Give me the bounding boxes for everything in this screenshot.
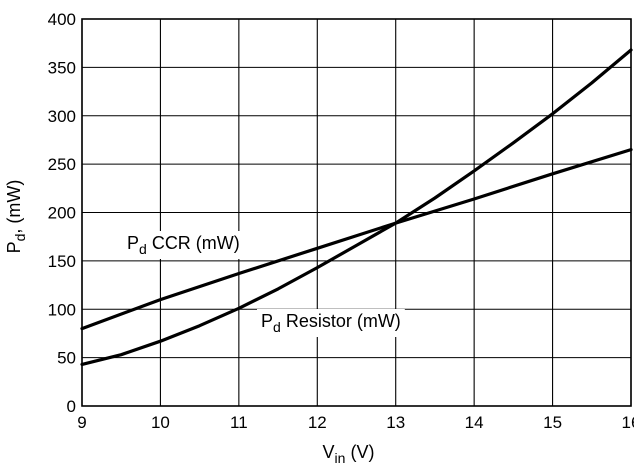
series-line-ccr (80, 148, 633, 331)
x-axis-label-rest: (V) (345, 442, 374, 462)
y-tick-label: 300 (48, 107, 76, 126)
y-tick-labels: 0 50 100 150 200 250 300 350 400 (48, 10, 76, 416)
x-tick-label: 13 (386, 413, 405, 432)
x-axis-label: Vin (V) (323, 442, 375, 466)
x-tick-label: 16 (622, 413, 634, 432)
series-layer (80, 48, 633, 366)
x-axis-label-sub: in (335, 450, 346, 466)
series-label-ccr-group: Pd CCR (mW) (123, 231, 244, 259)
x-tick-label: 14 (465, 413, 484, 432)
series-label-resistor-sub: d (273, 319, 281, 335)
y-tick-label: 0 (67, 397, 76, 416)
series-label-ccr-sub: d (139, 241, 147, 257)
x-tick-labels: 9 10 11 12 13 14 15 16 (77, 413, 634, 432)
x-tick-label: 12 (308, 413, 327, 432)
series-label-resistor-rest: Resistor (mW) (281, 311, 401, 331)
y-axis-label-main: P (4, 241, 24, 253)
y-axis-label-sub: d (12, 234, 28, 242)
y-tick-label: 50 (57, 349, 76, 368)
series-label-resistor-main: P (261, 311, 273, 331)
series-label-ccr-rest: CCR (mW) (147, 233, 240, 253)
y-tick-label: 400 (48, 10, 76, 29)
series-label-resistor-background (257, 309, 405, 337)
y-tick-label: 150 (48, 252, 76, 271)
y-tick-label: 100 (48, 300, 76, 319)
x-tick-label: 9 (77, 413, 86, 432)
x-tick-label: 11 (230, 413, 248, 432)
series-line-resistor (80, 48, 633, 366)
plot-frame (81, 18, 632, 407)
series-label-ccr-background (123, 231, 244, 259)
series-label-ccr: Pd CCR (mW) (127, 233, 240, 257)
series-label-resistor-group: Pd Resistor (mW) (257, 309, 405, 337)
y-tick-label: 350 (48, 58, 76, 77)
y-axis-label: Pd, (mW) (4, 180, 28, 254)
y-tick-label: 200 (48, 204, 76, 223)
series-label-ccr-main: P (127, 233, 139, 253)
x-axis-label-main: V (323, 442, 335, 462)
x-tick-label: 15 (543, 413, 562, 432)
series-label-resistor: Pd Resistor (mW) (261, 311, 401, 335)
y-tick-label: 250 (48, 155, 76, 174)
grid (81, 18, 632, 407)
y-axis-label-rest: , (mW) (4, 180, 24, 234)
x-tick-label: 10 (151, 413, 170, 432)
